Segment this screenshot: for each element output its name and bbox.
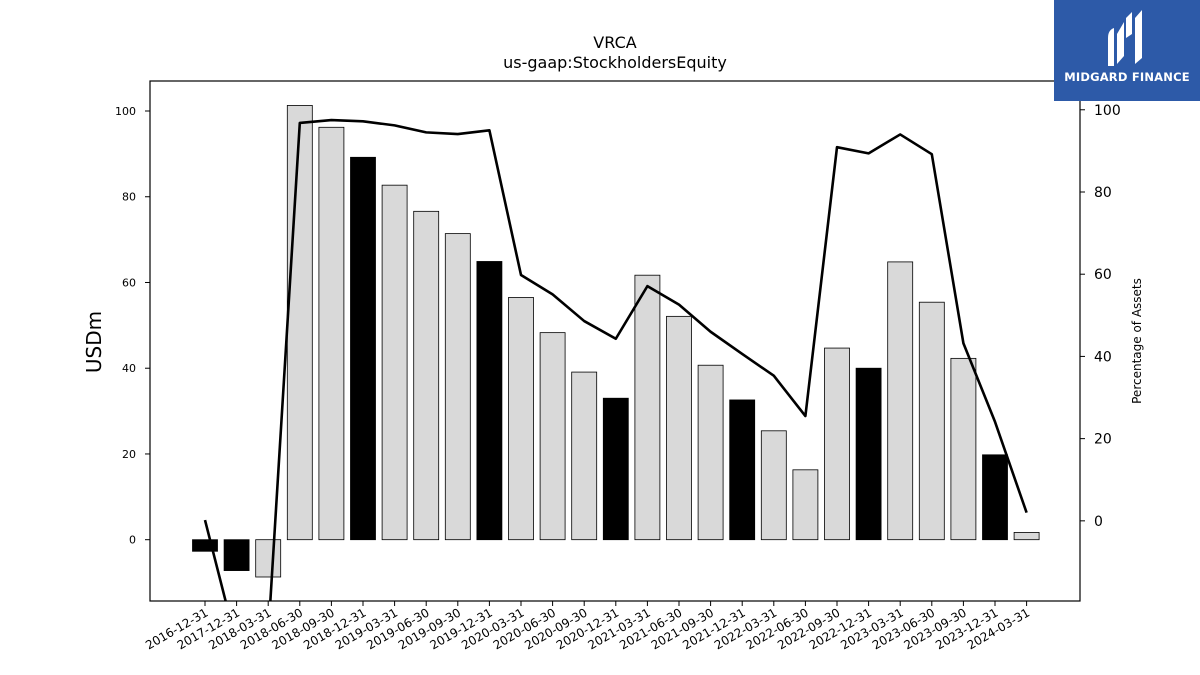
y2-axis-label: Percentage of Assets xyxy=(1130,278,1144,404)
bar xyxy=(286,105,313,541)
bar xyxy=(539,332,566,541)
bar xyxy=(918,301,945,541)
brand-logo-text: MIDGARD FINANCE xyxy=(1064,70,1190,84)
bar xyxy=(666,315,692,541)
y-tick-label: 20 xyxy=(122,448,136,461)
bar xyxy=(1013,532,1040,541)
midgard-logo-icon xyxy=(1108,10,1142,66)
bar xyxy=(413,210,440,541)
chart-subtitle: us-gaap:StockholdersEquity xyxy=(503,53,727,72)
bar xyxy=(855,367,882,541)
y-tick-label: 80 xyxy=(122,191,136,204)
y2-tick-label: 0 xyxy=(1094,514,1103,530)
bar xyxy=(792,469,819,541)
y2-tick-label: 100 xyxy=(1094,103,1121,119)
bar xyxy=(476,261,503,541)
percentage-line xyxy=(203,118,1028,601)
y-tick-label: 100 xyxy=(115,105,136,118)
y-tick-label: 60 xyxy=(122,276,136,289)
brand-logo: MIDGARD FINANCE xyxy=(1054,0,1200,101)
plot-area: 0204060801000204060801002016-12-312017-1… xyxy=(115,80,1121,652)
y-tick-label: 0 xyxy=(129,534,136,547)
plot-frame xyxy=(149,80,1081,602)
bar xyxy=(634,274,661,541)
bar xyxy=(192,539,218,552)
bar xyxy=(760,430,787,541)
bar xyxy=(824,347,850,541)
bar xyxy=(381,184,408,541)
bar xyxy=(223,539,250,571)
bar xyxy=(318,126,345,541)
bar xyxy=(950,357,977,541)
y-axis-label: USDm xyxy=(82,311,106,373)
y-tick-label: 40 xyxy=(122,362,136,375)
bar xyxy=(697,364,724,541)
y2-tick-label: 20 xyxy=(1094,432,1112,448)
chart-title: VRCA xyxy=(593,33,636,52)
bar xyxy=(255,539,282,578)
plot-marks xyxy=(192,105,1040,601)
bar xyxy=(444,233,471,541)
bar xyxy=(887,261,914,541)
bar xyxy=(571,371,598,541)
y2-tick-label: 80 xyxy=(1094,185,1112,201)
bar xyxy=(729,399,756,541)
bar xyxy=(982,454,1008,541)
y2-tick-label: 40 xyxy=(1094,349,1112,365)
bar xyxy=(602,397,629,541)
bar xyxy=(508,297,534,541)
bar xyxy=(350,156,376,541)
y2-tick-label: 60 xyxy=(1094,267,1112,283)
